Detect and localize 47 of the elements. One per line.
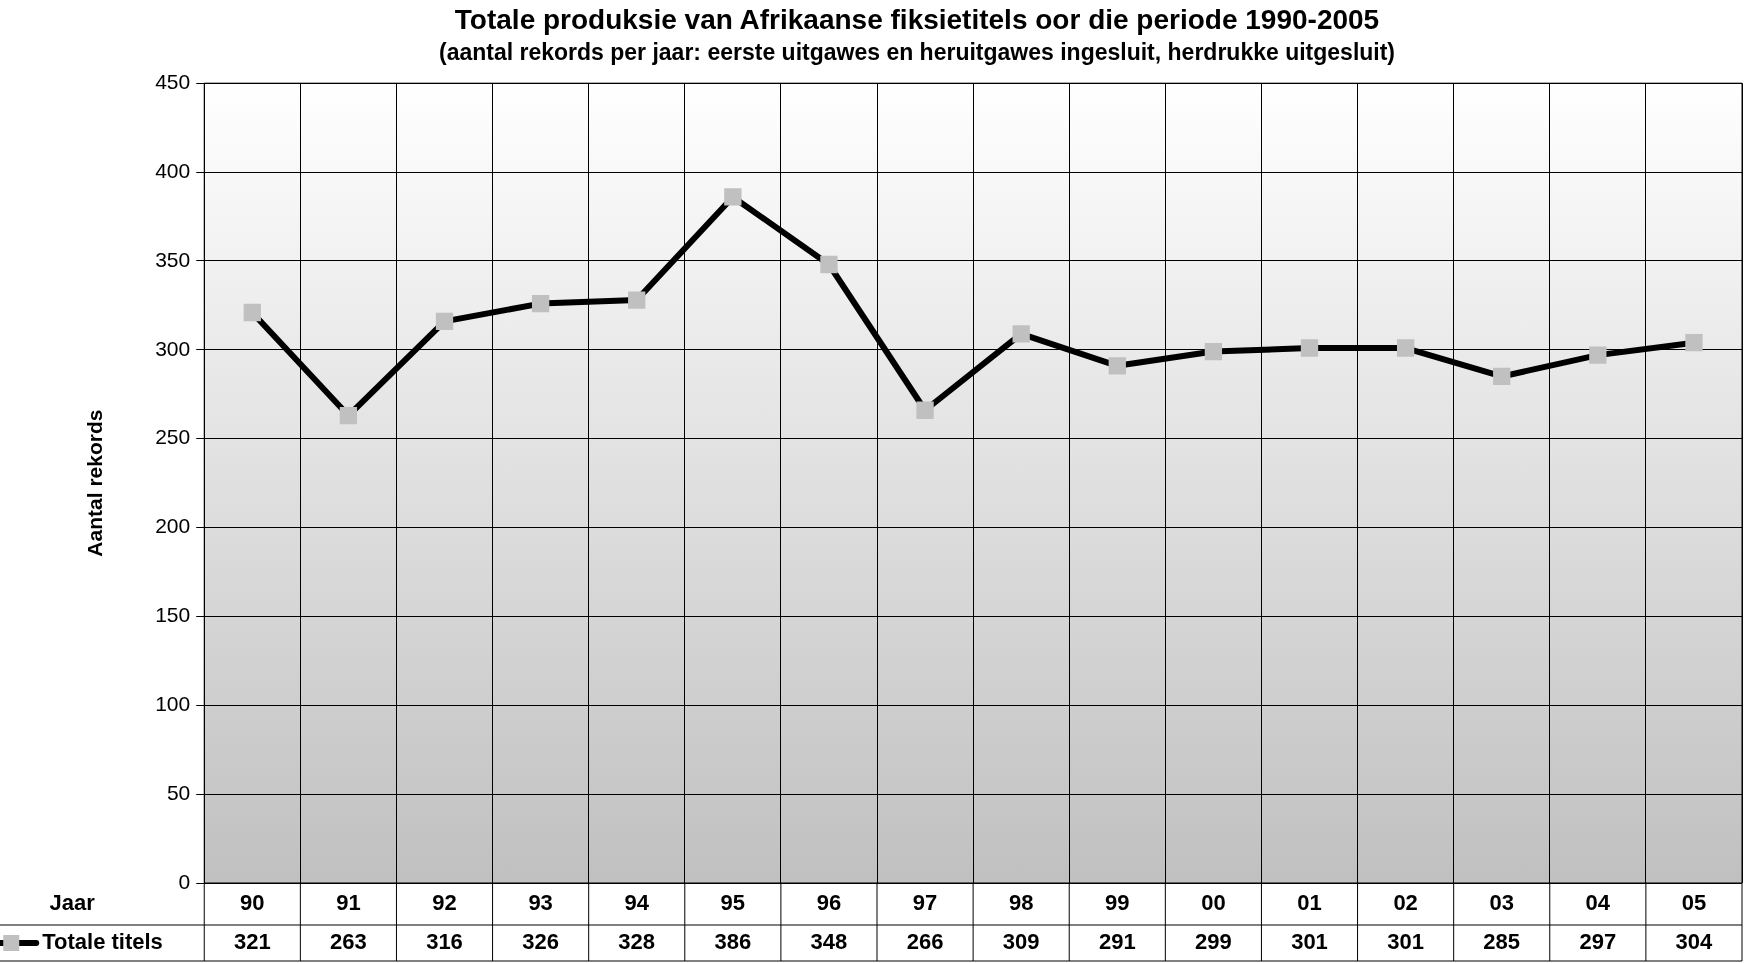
x-tick-label: 91 xyxy=(336,890,361,916)
x-tick-label: 93 xyxy=(528,890,553,916)
legend-label: Totale titels xyxy=(42,929,163,955)
data-label: 309 xyxy=(1002,929,1040,955)
data-label: 316 xyxy=(426,929,463,955)
y-tick-label: 50 xyxy=(166,780,191,804)
y-tick-label: 450 xyxy=(155,70,191,93)
x-tick-label: 05 xyxy=(1681,890,1707,916)
y-tick-label: 150 xyxy=(155,603,191,627)
data-label: 326 xyxy=(522,929,559,955)
x-tick-label: 00 xyxy=(1201,890,1226,916)
data-label: 386 xyxy=(714,929,752,955)
y-tick-label: 250 xyxy=(155,425,191,449)
chart-subtitle: (aantal rekords per jaar: eerste uitgawes en heruitgawes ingesluit, herdrukke uitgesluit) xyxy=(438,38,1396,65)
x-tick-label: 94 xyxy=(624,890,650,916)
x-tick-label: 02 xyxy=(1393,890,1418,916)
data-label: 285 xyxy=(1483,929,1521,955)
x-tick-label: 90 xyxy=(240,890,265,916)
x-tick-label: 04 xyxy=(1585,890,1611,916)
x-tick-label: 01 xyxy=(1297,890,1322,916)
data-label: 321 xyxy=(233,929,271,955)
y-tick-label: 0 xyxy=(178,869,191,893)
y-tick-label: 100 xyxy=(155,692,191,716)
y-tick-label: 400 xyxy=(155,158,191,182)
y-tick-label: 200 xyxy=(155,514,191,538)
x-tick-label: 96 xyxy=(816,890,842,916)
y-tick-label: 350 xyxy=(155,247,191,271)
x-tick-label: 98 xyxy=(1008,890,1034,916)
x-tick-label: 99 xyxy=(1105,890,1130,916)
data-label: 297 xyxy=(1579,929,1617,955)
data-label: 301 xyxy=(1291,929,1328,955)
x-tick-label: 95 xyxy=(720,890,746,916)
y-axis-title: Aantal rekords xyxy=(83,409,107,557)
data-label: 291 xyxy=(1098,929,1136,955)
data-label: 301 xyxy=(1387,929,1424,955)
data-label: 328 xyxy=(618,929,656,955)
y-tick-label: 300 xyxy=(155,336,191,360)
x-tick-label: 97 xyxy=(912,890,938,916)
data-label: 299 xyxy=(1195,929,1232,955)
data-label: 304 xyxy=(1675,929,1714,955)
data-label: 266 xyxy=(906,929,944,955)
chart-title: Totale produksie van Afrikaanse fiksietitels oor die periode 1990-2005 xyxy=(454,3,1380,35)
x-axis-title: Jaar xyxy=(49,890,96,916)
data-label: 348 xyxy=(810,929,848,955)
x-tick-label: 92 xyxy=(432,890,457,916)
data-label: 263 xyxy=(330,929,367,955)
x-tick-label: 03 xyxy=(1489,890,1514,916)
